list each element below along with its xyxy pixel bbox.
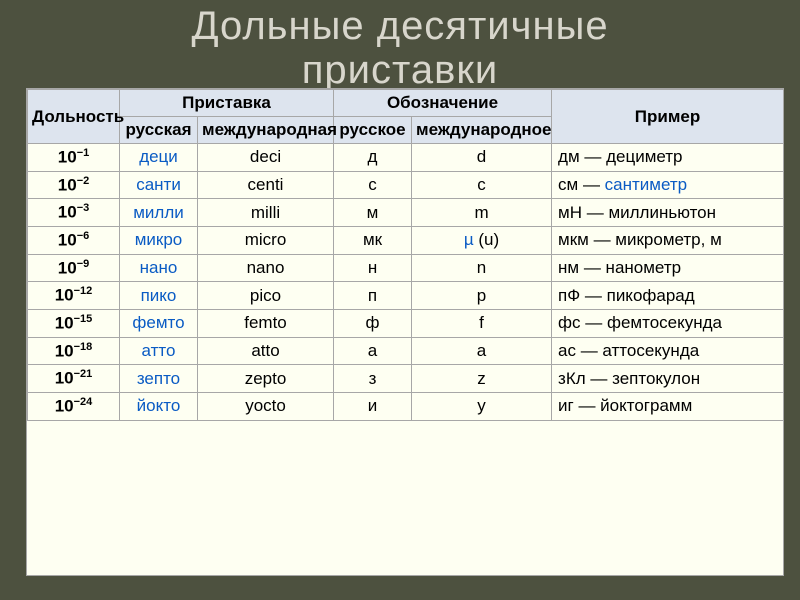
cell-prefix-int: pico xyxy=(198,282,334,310)
th-fraction: Дольность xyxy=(28,90,120,144)
cell-prefix-ru: пико xyxy=(120,282,198,310)
cell-prefix-ru: зепто xyxy=(120,365,198,393)
th-example: Пример xyxy=(552,90,784,144)
cell-symbol-ru: п xyxy=(334,282,412,310)
cell-prefix-int: micro xyxy=(198,226,334,254)
cell-fraction: 10−9 xyxy=(28,254,120,282)
cell-symbol-ru: н xyxy=(334,254,412,282)
cell-fraction: 10−21 xyxy=(28,365,120,393)
cell-symbol-int: d xyxy=(412,144,552,172)
table-row: 10−9наноnanoнnнм — нанометр xyxy=(28,254,784,282)
cell-example: зКл — зептокулон xyxy=(552,365,784,393)
cell-example: ас — аттосекунда xyxy=(552,337,784,365)
cell-fraction: 10−1 xyxy=(28,144,120,172)
cell-prefix-ru: йокто xyxy=(120,392,198,420)
cell-symbol-int: µ (u) xyxy=(412,226,552,254)
header-row-1: Дольность Приставка Обозначение Пример xyxy=(28,90,784,117)
cell-prefix-ru: санти xyxy=(120,171,198,199)
cell-symbol-ru: д xyxy=(334,144,412,172)
title-line-2: приставки xyxy=(0,48,800,92)
cell-prefix-int: yocto xyxy=(198,392,334,420)
table-row: 10−6микроmicroмкµ (u)мкм — микрометр, м xyxy=(28,226,784,254)
title-line-1: Дольные десятичные xyxy=(0,4,800,48)
th-symbol-ru: русское xyxy=(334,117,412,144)
cell-fraction: 10−6 xyxy=(28,226,120,254)
cell-prefix-int: atto xyxy=(198,337,334,365)
cell-symbol-ru: м xyxy=(334,199,412,227)
cell-prefix-ru: фемто xyxy=(120,309,198,337)
cell-prefix-int: femto xyxy=(198,309,334,337)
cell-symbol-int: z xyxy=(412,365,552,393)
table-row: 10−18аттоattoаaас — аттосекунда xyxy=(28,337,784,365)
cell-prefix-ru: микро xyxy=(120,226,198,254)
cell-example: нм — нанометр xyxy=(552,254,784,282)
cell-fraction: 10−3 xyxy=(28,199,120,227)
cell-fraction: 10−24 xyxy=(28,392,120,420)
cell-symbol-int: a xyxy=(412,337,552,365)
table-row: 10−1дециdeciдdдм — дециметр xyxy=(28,144,784,172)
table-body: 10−1дециdeciдdдм — дециметр10−2сантиcent… xyxy=(28,144,784,421)
cell-symbol-ru: мк xyxy=(334,226,412,254)
cell-fraction: 10−2 xyxy=(28,171,120,199)
cell-example: иг — йоктограмм xyxy=(552,392,784,420)
cell-fraction: 10−12 xyxy=(28,282,120,310)
cell-prefix-int: zepto xyxy=(198,365,334,393)
th-prefix-ru: русская xyxy=(120,117,198,144)
table-row: 10−2сантиcentiсcсм — сантиметр xyxy=(28,171,784,199)
cell-fraction: 10−15 xyxy=(28,309,120,337)
cell-symbol-int: c xyxy=(412,171,552,199)
cell-example: фс — фемтосекунда xyxy=(552,309,784,337)
cell-example: мН — миллиньютон xyxy=(552,199,784,227)
table-row: 10−15фемтоfemtoфfфс — фемтосекунда xyxy=(28,309,784,337)
cell-prefix-int: centi xyxy=(198,171,334,199)
table-header: Дольность Приставка Обозначение Пример р… xyxy=(28,90,784,144)
table-row: 10−24йоктоyoctoиyиг — йоктограмм xyxy=(28,392,784,420)
cell-prefix-ru: деци xyxy=(120,144,198,172)
table-container: Дольность Приставка Обозначение Пример р… xyxy=(26,88,784,576)
cell-symbol-int: m xyxy=(412,199,552,227)
cell-example: мкм — микрометр, м xyxy=(552,226,784,254)
th-symbol-int: международное xyxy=(412,117,552,144)
table-row: 10−21зептоzeptoзzзКл — зептокулон xyxy=(28,365,784,393)
table-row: 10−3миллиmilliмmмН — миллиньютон xyxy=(28,199,784,227)
cell-prefix-ru: милли xyxy=(120,199,198,227)
cell-symbol-ru: ф xyxy=(334,309,412,337)
cell-symbol-int: n xyxy=(412,254,552,282)
cell-prefix-int: nano xyxy=(198,254,334,282)
cell-prefix-ru: нано xyxy=(120,254,198,282)
cell-prefix-int: deci xyxy=(198,144,334,172)
th-symbol: Обозначение xyxy=(334,90,552,117)
cell-example: пФ — пикофарад xyxy=(552,282,784,310)
cell-symbol-ru: з xyxy=(334,365,412,393)
table-row: 10−12пикоpicoпpпФ — пикофарад xyxy=(28,282,784,310)
th-prefix: Приставка xyxy=(120,90,334,117)
th-prefix-int: международная xyxy=(198,117,334,144)
cell-fraction: 10−18 xyxy=(28,337,120,365)
prefixes-table: Дольность Приставка Обозначение Пример р… xyxy=(27,89,784,421)
cell-symbol-int: f xyxy=(412,309,552,337)
cell-prefix-ru: атто xyxy=(120,337,198,365)
cell-example: дм — дециметр xyxy=(552,144,784,172)
cell-symbol-ru: с xyxy=(334,171,412,199)
page-title: Дольные десятичные приставки xyxy=(0,0,800,92)
cell-symbol-int: y xyxy=(412,392,552,420)
cell-symbol-int: p xyxy=(412,282,552,310)
cell-symbol-ru: а xyxy=(334,337,412,365)
cell-symbol-ru: и xyxy=(334,392,412,420)
cell-prefix-int: milli xyxy=(198,199,334,227)
cell-example: см — сантиметр xyxy=(552,171,784,199)
